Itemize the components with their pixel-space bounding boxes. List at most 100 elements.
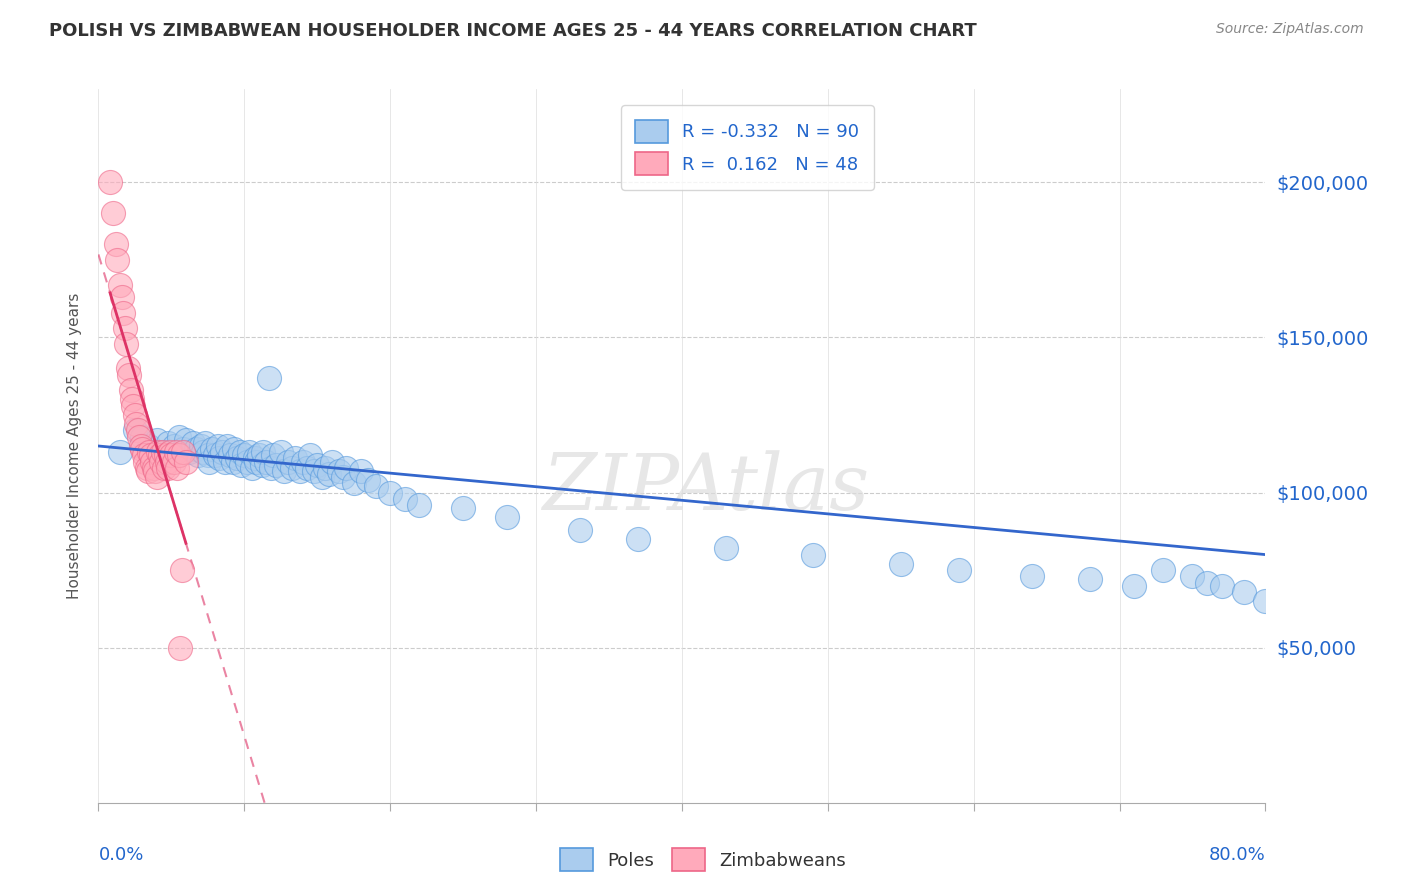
Point: [143, 464, 166, 478]
Point: [118, 368, 141, 382]
Point: [1152, 563, 1174, 577]
Point: [801, 548, 824, 562]
Point: [166, 460, 188, 475]
Text: 0.0%: 0.0%: [98, 846, 143, 863]
Point: [314, 460, 336, 475]
Point: [186, 442, 208, 456]
Point: [142, 460, 165, 475]
Point: [115, 336, 138, 351]
Point: [177, 445, 200, 459]
Point: [149, 448, 172, 462]
Point: [165, 445, 187, 459]
Point: [270, 445, 292, 459]
Point: [125, 417, 148, 432]
Point: [194, 436, 217, 450]
Point: [159, 445, 181, 459]
Point: [132, 448, 155, 462]
Point: [1021, 569, 1043, 583]
Point: [1181, 569, 1204, 583]
Point: [451, 501, 474, 516]
Point: [948, 563, 970, 577]
Point: [254, 454, 277, 468]
Point: [124, 408, 146, 422]
Point: [328, 464, 350, 478]
Point: [298, 448, 321, 462]
Point: [169, 640, 191, 655]
Point: [167, 448, 190, 462]
Point: [714, 541, 737, 556]
Point: [204, 448, 226, 462]
Point: [221, 454, 243, 468]
Point: [146, 470, 169, 484]
Point: [236, 454, 259, 468]
Point: [245, 454, 267, 468]
Point: [211, 445, 233, 459]
Point: [318, 467, 340, 481]
Point: [181, 436, 204, 450]
Point: [138, 445, 160, 459]
Point: [215, 439, 238, 453]
Point: [243, 451, 266, 466]
Point: [187, 448, 209, 462]
Point: [252, 445, 274, 459]
Point: [157, 460, 180, 475]
Point: [226, 451, 249, 466]
Point: [259, 460, 281, 475]
Point: [167, 430, 190, 444]
Point: [114, 321, 136, 335]
Point: [307, 458, 329, 472]
Point: [163, 454, 186, 468]
Point: [288, 464, 311, 478]
Point: [124, 424, 146, 438]
Point: [112, 305, 135, 319]
Point: [343, 476, 366, 491]
Point: [1123, 579, 1146, 593]
Text: ZIPAtlas: ZIPAtlas: [541, 450, 869, 527]
Point: [291, 454, 314, 468]
Legend: R = -0.332   N = 90, R =  0.162   N = 48: R = -0.332 N = 90, R = 0.162 N = 48: [621, 105, 873, 190]
Text: 80.0%: 80.0%: [1209, 846, 1265, 863]
Point: [146, 433, 169, 447]
Point: [120, 383, 142, 397]
Point: [139, 448, 162, 462]
Point: [163, 439, 186, 453]
Point: [238, 445, 260, 459]
Text: POLISH VS ZIMBABWEAN HOUSEHOLDER INCOME AGES 25 - 44 YEARS CORRELATION CHART: POLISH VS ZIMBABWEAN HOUSEHOLDER INCOME …: [49, 22, 977, 40]
Point: [229, 445, 252, 459]
Point: [890, 557, 912, 571]
Point: [214, 454, 236, 468]
Point: [104, 237, 127, 252]
Point: [1254, 594, 1277, 608]
Point: [170, 563, 193, 577]
Point: [172, 442, 194, 456]
Legend: Poles, Zimbabweans: Poles, Zimbabweans: [553, 841, 853, 879]
Point: [198, 454, 221, 468]
Point: [160, 448, 183, 462]
Point: [128, 430, 150, 444]
Point: [98, 175, 121, 189]
Point: [222, 442, 245, 456]
Point: [266, 458, 288, 472]
Point: [197, 448, 219, 462]
Point: [121, 392, 143, 407]
Point: [117, 361, 139, 376]
Point: [155, 448, 177, 462]
Point: [281, 460, 304, 475]
Point: [105, 252, 128, 267]
Point: [110, 277, 132, 292]
Point: [111, 290, 134, 304]
Point: [277, 454, 299, 468]
Point: [190, 439, 212, 453]
Y-axis label: Householder Income Ages 25 - 44 years: Householder Income Ages 25 - 44 years: [67, 293, 83, 599]
Point: [240, 460, 263, 475]
Point: [380, 485, 402, 500]
Point: [332, 470, 354, 484]
Point: [1232, 584, 1254, 599]
Point: [233, 448, 256, 462]
Point: [321, 454, 343, 468]
Point: [150, 454, 173, 468]
Text: Source: ZipAtlas.com: Source: ZipAtlas.com: [1216, 22, 1364, 37]
Point: [110, 445, 132, 459]
Point: [1080, 573, 1102, 587]
Point: [496, 510, 519, 524]
